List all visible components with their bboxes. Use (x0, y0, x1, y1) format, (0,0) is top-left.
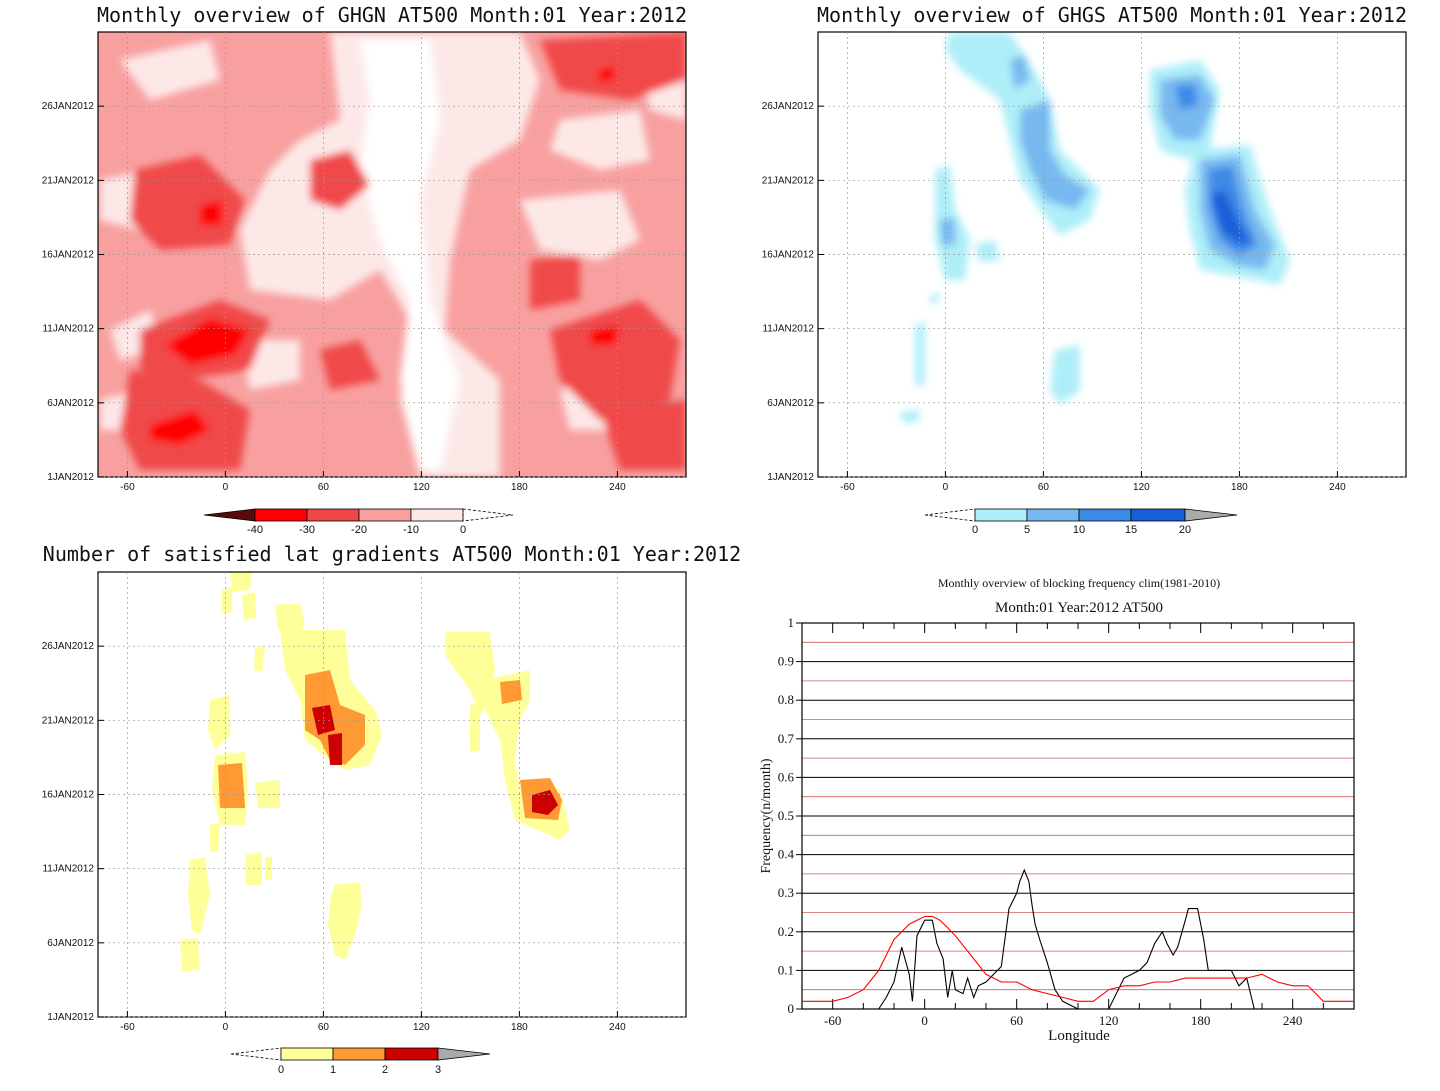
x-tick-label: 180 (511, 1022, 528, 1033)
y-tick-label: 11JAN2012 (42, 324, 94, 335)
x-tick-label: 60 (318, 1022, 330, 1033)
y-tick-label: 0.6 (778, 769, 795, 784)
freq-plot: 0 0.1 0.2 0.3 0.4 0.5 0.6 0.7 0.8 0.9 1 -60 0 60 120 18… (778, 615, 1355, 1028)
lat-grid: -60 0 60 120 180 240 1JAN2012 6JAN2012 11JAN2012… (42, 572, 686, 1033)
y-tick-label: 16JAN2012 (762, 250, 815, 261)
freq-subtitle: Month:01 Year:2012 AT500 (995, 600, 1163, 616)
y-tick-label: 1JAN2012 (767, 472, 814, 483)
lat-title: Number of satisfied lat gradients AT500 … (43, 542, 741, 566)
ghgs-title: Monthly overview of GHGS AT500 Month:01 … (817, 3, 1407, 27)
y-tick-label: 16JAN2012 (42, 250, 95, 261)
x-tick-label: 0 (223, 1022, 229, 1033)
y-tick-label: 0.1 (778, 962, 794, 977)
ghgs-cb-label: 20 (1179, 524, 1191, 536)
y-tick-label: 6JAN2012 (47, 398, 94, 409)
lat-field (98, 572, 686, 1017)
ghgs-colorbar: 0 5 10 15 20 (924, 508, 1238, 536)
ghgs-cb-label: 10 (1073, 524, 1085, 536)
y-tick-label: 0.4 (778, 847, 795, 862)
x-tick-label: -60 (120, 482, 135, 493)
y-tick-label: 21JAN2012 (42, 175, 95, 186)
x-tick-label: 120 (413, 482, 430, 493)
y-tick-label: 0.7 (778, 731, 795, 746)
x-tick-label: 0 (943, 482, 949, 493)
y-tick-label: 6JAN2012 (767, 398, 814, 409)
lat-cb-label: 0 (278, 1064, 284, 1076)
ghgs-cb-label: 15 (1125, 524, 1137, 536)
x-tick-label: 240 (1329, 482, 1346, 493)
x-tick-label: 240 (609, 1022, 626, 1033)
ghgn-cb-label: -10 (403, 524, 419, 536)
y-tick-label: 21JAN2012 (762, 175, 815, 186)
y-tick-label: 0.2 (778, 924, 794, 939)
ghgs-cb-label: 0 (972, 524, 978, 536)
lat-cb-label: 2 (382, 1064, 388, 1076)
ghgn-grid: -60 0 60 120 180 240 1JAN2012 6JAN2012 11JAN2012… (42, 32, 686, 493)
x-tick-label: -60 (840, 482, 855, 493)
y-tick-label: 26JAN2012 (762, 101, 815, 112)
x-tick-label: 240 (609, 482, 626, 493)
y-tick-label: 26JAN2012 (42, 641, 95, 652)
x-tick-label: 240 (1283, 1013, 1303, 1028)
x-tick-label: 180 (1191, 1013, 1211, 1028)
x-tick-label: 120 (413, 1022, 430, 1033)
y-tick-label: 11JAN2012 (42, 864, 94, 875)
x-tick-label: 180 (1231, 482, 1248, 493)
y-tick-label: 1 (788, 615, 795, 630)
y-tick-label: 11JAN2012 (762, 324, 814, 335)
freq-xlabel: Longitude (1048, 1028, 1110, 1044)
y-tick-label: 16JAN2012 (42, 790, 95, 801)
x-tick-label: -60 (120, 1022, 135, 1033)
y-tick-label: 1JAN2012 (47, 1012, 94, 1023)
ghgn-cb-label: -40 (247, 524, 263, 536)
y-tick-label: 0.3 (778, 885, 794, 900)
lat-cb-label: 3 (435, 1064, 441, 1076)
y-tick-label: 0 (788, 1001, 795, 1016)
x-tick-label: 60 (1010, 1013, 1023, 1028)
y-tick-label: 1JAN2012 (47, 472, 94, 483)
y-tick-label: 6JAN2012 (47, 938, 94, 949)
ghgs-grid: -60 0 60 120 180 240 1JAN2012 6JAN2012 11JAN2012… (762, 32, 1406, 493)
ghgn-cb-label: -30 (299, 524, 315, 536)
series-line (802, 915, 1354, 1002)
x-tick-label: 120 (1099, 1013, 1119, 1028)
series-line (802, 868, 1354, 1010)
x-tick-label: 60 (318, 482, 330, 493)
y-tick-label: 21JAN2012 (42, 715, 95, 726)
x-tick-label: 0 (223, 482, 229, 493)
lat-colorbar: 0 1 2 3 (230, 1047, 491, 1076)
lat-cb-label: 1 (330, 1064, 336, 1076)
x-tick-label: 0 (921, 1013, 928, 1028)
y-tick-label: 0.5 (778, 808, 794, 823)
x-tick-label: -60 (824, 1013, 841, 1028)
y-tick-label: 0.9 (778, 654, 794, 669)
ghgs-field (818, 32, 1406, 477)
x-tick-label: 180 (511, 482, 528, 493)
x-tick-label: 60 (1038, 482, 1050, 493)
freq-ylabel: Frequency(n/month) (759, 758, 774, 873)
ghgn-colorbar: -40 -30 -20 -10 0 (203, 508, 514, 536)
y-tick-label: 0.8 (778, 692, 794, 707)
ghgs-cb-label: 5 (1024, 524, 1030, 536)
ghgn-cb-label: 0 (460, 524, 466, 536)
ghgn-field (98, 32, 686, 477)
ghgn-title: Monthly overview of GHGN AT500 Month:01 … (97, 3, 687, 27)
ghgn-cb-label: -20 (351, 524, 367, 536)
freq-title: Monthly overview of blocking frequency c… (938, 576, 1220, 590)
y-tick-label: 26JAN2012 (42, 101, 95, 112)
x-tick-label: 120 (1133, 482, 1150, 493)
